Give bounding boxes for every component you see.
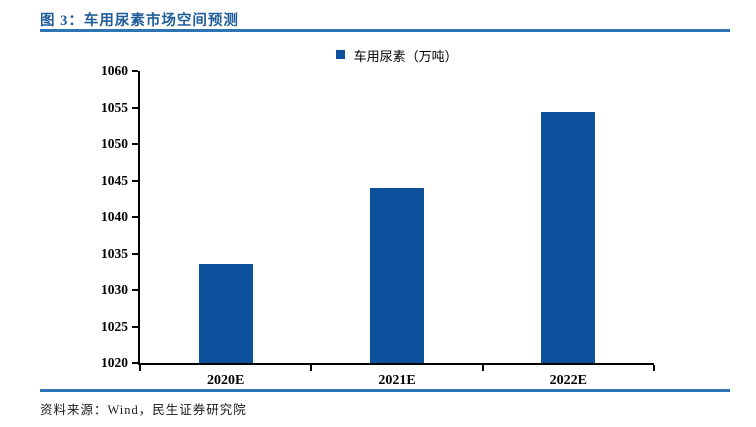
figure-title: 图 3：车用尿素市场空间预测 (40, 13, 239, 29)
x-axis-tick (653, 365, 655, 371)
y-tick-label: 1025 (101, 318, 128, 334)
y-axis-tick (132, 216, 138, 218)
footer-rule (40, 389, 730, 392)
y-axis-line (138, 71, 140, 365)
y-axis-tick (132, 325, 138, 328)
y-tick-label: 1050 (101, 136, 128, 151)
y-tick-label: 1045 (101, 172, 128, 188)
y-axis-tick (132, 143, 138, 145)
bar-2020E (198, 263, 253, 363)
title-rule (40, 29, 730, 32)
x-axis-line (138, 363, 654, 365)
legend-swatch-icon (336, 50, 346, 59)
x-category-label: 2020E (206, 373, 245, 388)
x-axis-tick (139, 365, 141, 371)
x-axis-tick (481, 365, 484, 371)
y-axis-tick (132, 70, 138, 72)
y-tick-label: 1035 (101, 245, 128, 261)
x-category-label: 2022E (549, 373, 587, 388)
legend-label: 车用尿素（万吨） (353, 49, 458, 64)
y-tick-label: 1030 (101, 282, 128, 297)
y-tick-label: 1020 (101, 355, 128, 370)
x-category-label: 2021E (378, 373, 416, 388)
chart-legend: 车用尿素（万吨） (140, 46, 654, 65)
y-axis-tick (132, 252, 138, 255)
bar-2022E (541, 111, 596, 363)
y-axis-tick (132, 289, 138, 291)
bar-2021E (370, 187, 424, 363)
source-note: 资料来源：Wind，民生证券研究院 (40, 403, 247, 417)
y-axis-tick (132, 106, 138, 109)
y-axis-tick (132, 179, 138, 182)
y-tick-label: 1055 (101, 99, 128, 115)
y-axis-tick (132, 362, 138, 364)
y-tick-label: 1040 (101, 209, 128, 224)
y-tick-label: 1060 (101, 63, 128, 78)
x-axis-tick (310, 365, 313, 371)
